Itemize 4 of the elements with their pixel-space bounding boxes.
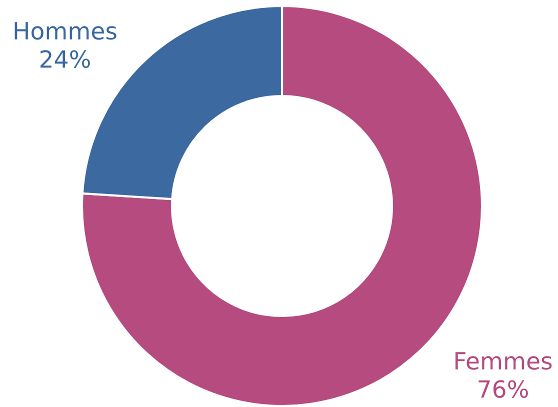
data-label: 24%	[40, 50, 90, 68]
data-label: 76%	[478, 380, 528, 398]
slice-label: Hommes	[14, 22, 116, 40]
slice-label: Femmes	[456, 352, 552, 370]
